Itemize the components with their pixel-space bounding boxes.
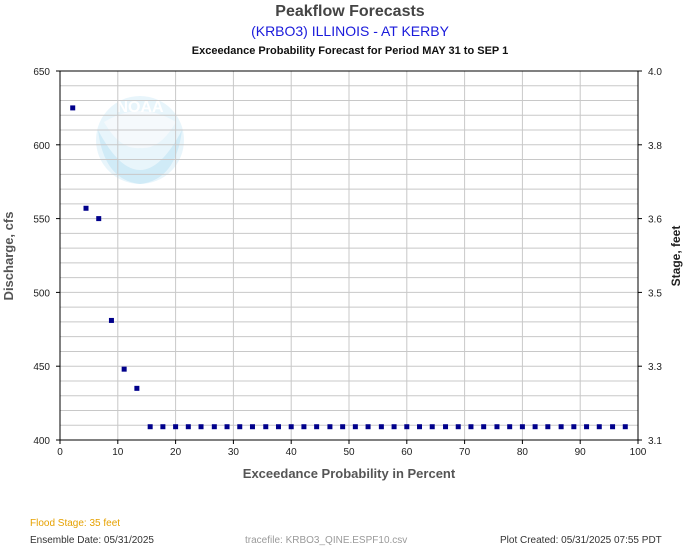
y2-tick-label: 3.5 [648,288,662,299]
y-tick-label: 550 [33,215,50,226]
x-tick-label: 30 [228,447,240,458]
data-point [443,424,449,430]
data-point [83,205,89,211]
x-tick-label: 0 [57,447,63,458]
y2-tick-label: 3.3 [648,362,662,373]
y-tick-label: 450 [33,362,50,373]
data-point [404,424,410,430]
x-tick-label: 90 [575,447,587,458]
data-point [352,424,358,430]
data-point [327,424,333,430]
y-axis-label: Discharge, cfs [1,212,16,301]
x-axis-ticks: 0 10 20 30 40 50 60 70 80 90 100 [57,440,647,458]
x-tick-label: 10 [112,447,124,458]
data-point [185,424,191,430]
data-point [429,424,435,430]
data-point [507,424,513,430]
x-tick-label: 100 [630,447,647,458]
data-point [481,424,487,430]
data-point [147,424,153,430]
tracefile-name: tracefile: KRBO3_QINE.ESPF10.csv [245,535,408,546]
data-point [468,424,474,430]
noaa-logo-text: NOAA [116,99,164,116]
y-tick-label: 650 [33,67,50,78]
data-point [288,424,294,430]
data-point [224,424,230,430]
data-point [378,424,384,430]
data-point [571,424,577,430]
data-point [263,424,269,430]
flood-stage-note: Flood Stage: 35 feet [30,518,121,529]
x-axis-label: Exceedance Probability in Percent [243,466,456,481]
y2-axis-label: Stage, feet [669,226,683,287]
y-tick-label: 600 [33,141,50,152]
y2-tick-label: 3.6 [648,215,662,226]
data-point [301,424,307,430]
x-tick-label: 20 [170,447,182,458]
data-point [417,424,423,430]
data-point [249,424,255,430]
x-tick-label: 40 [286,447,298,458]
chart-subtitle: (KRBO3) ILLINOIS - AT KERBY [251,23,449,39]
data-point [275,424,281,430]
plot-created: Plot Created: 05/31/2025 07:55 PDT [500,535,662,546]
noaa-logo-watermark: NOAA [96,96,184,184]
data-point [96,216,102,222]
data-point [622,424,628,430]
data-points [70,105,628,430]
data-point [365,424,371,430]
data-point [108,317,114,323]
data-point [134,385,140,391]
y2-axis-ticks: 3.1 3.3 3.5 3.6 3.8 4.0 [638,67,662,447]
x-tick-label: 50 [343,447,355,458]
data-point [70,105,76,111]
data-point [198,424,204,430]
data-point [558,424,564,430]
data-point [237,424,243,430]
data-point [494,424,500,430]
data-point [211,424,217,430]
chart-caption: Exceedance Probability Forecast for Peri… [191,45,509,57]
data-point [596,424,602,430]
x-tick-label: 60 [401,447,413,458]
data-point [519,424,525,430]
y-axis-ticks: 400 450 500 550 600 650 [33,67,60,447]
y2-tick-label: 4.0 [648,67,662,78]
y2-tick-label: 3.8 [648,141,662,152]
data-point [391,424,397,430]
data-point [584,424,590,430]
data-point [173,424,179,430]
grid-lines [60,71,638,440]
data-point [610,424,616,430]
data-point [532,424,538,430]
data-point [314,424,320,430]
y-tick-label: 500 [33,288,50,299]
ensemble-date: Ensemble Date: 05/31/2025 [30,535,154,546]
chart-title: Peakflow Forecasts [275,3,425,20]
data-point [455,424,461,430]
data-point [340,424,346,430]
y-tick-label: 400 [33,436,50,447]
y2-tick-label: 3.1 [648,436,662,447]
x-tick-label: 70 [459,447,471,458]
x-tick-label: 80 [517,447,529,458]
data-point [121,366,127,372]
data-point [160,424,166,430]
data-point [545,424,551,430]
